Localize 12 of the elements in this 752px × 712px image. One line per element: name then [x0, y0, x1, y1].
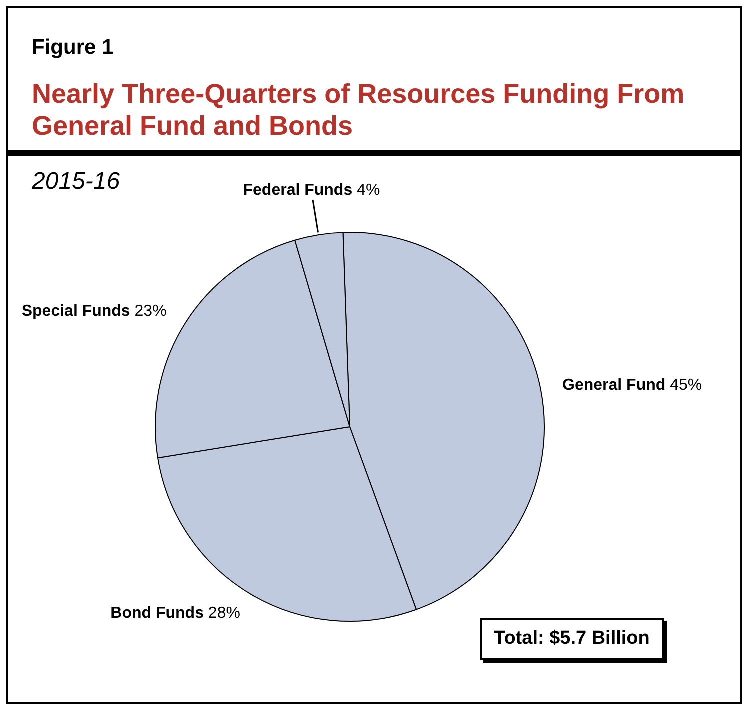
data-label: 45%	[670, 377, 702, 394]
data-label: 23%	[134, 303, 167, 320]
chart-subtitle: 2015-16	[32, 168, 120, 196]
caption: Figure 1	[32, 36, 114, 60]
slice-label: Federal Funds	[243, 182, 358, 199]
slice-label: Special Funds	[22, 303, 135, 320]
data-label: 28%	[208, 605, 240, 622]
slice-label: Bond Funds	[110, 605, 208, 622]
text: Total: $5.7 Billion	[480, 618, 664, 660]
data-label: 4%	[357, 182, 380, 199]
chart-title: Nearly Three-Quarters of Resources Funding From General Fund and Bonds	[32, 78, 686, 142]
slice-label: General Fund	[562, 377, 670, 394]
